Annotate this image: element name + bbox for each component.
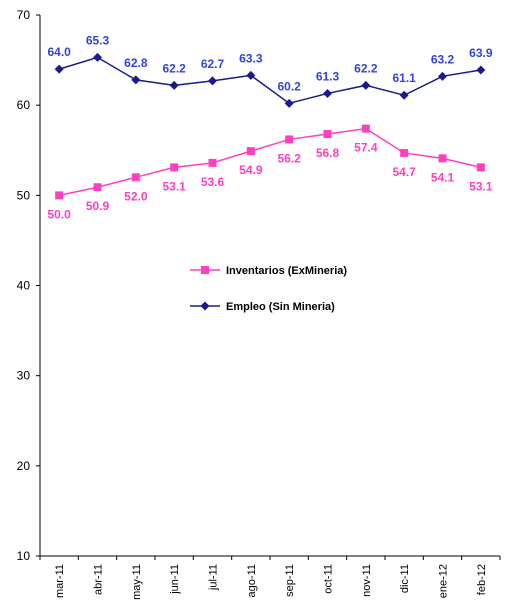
x-tick-label: dic-11 — [399, 564, 411, 593]
data-point — [208, 158, 217, 167]
data-point — [399, 90, 409, 100]
data-label: 65.3 — [86, 33, 110, 47]
data-label: 54.7 — [392, 165, 416, 179]
data-point — [476, 65, 486, 75]
data-label: 62.2 — [162, 61, 186, 75]
data-point — [285, 135, 294, 144]
data-point — [54, 64, 64, 74]
data-label: 64.0 — [47, 45, 71, 59]
data-label: 50.0 — [47, 207, 71, 221]
data-label: 62.8 — [124, 56, 148, 70]
data-point — [246, 70, 256, 80]
data-point — [55, 191, 64, 200]
data-labels: 50.0 50.9 52.0 53.1 53.6 54.9 56.2 56.8 57.4 54.7… — [47, 33, 492, 221]
data-label: 63.2 — [431, 52, 455, 66]
data-point — [323, 130, 332, 139]
data-point — [131, 75, 141, 85]
data-label: 60.2 — [277, 79, 301, 93]
x-tick-label: nov-11 — [361, 564, 373, 597]
x-tick-label: jul-11 — [208, 564, 220, 591]
legend: Inventarios (ExMineria) Empleo (Sin Miner… — [190, 265, 347, 313]
data-label: 63.3 — [239, 51, 263, 65]
series-line-2 — [58, 56, 481, 105]
x-tick-label: ene-12 — [438, 564, 450, 598]
data-label: 57.4 — [354, 141, 378, 155]
data-label: 56.8 — [316, 146, 340, 160]
data-point — [169, 80, 179, 90]
data-point — [170, 163, 179, 172]
data-label: 62.2 — [354, 61, 378, 75]
data-point — [93, 52, 102, 62]
data-label: 61.3 — [316, 69, 340, 83]
data-point — [438, 71, 447, 81]
data-label: 56.2 — [277, 151, 301, 165]
data-label: 61.1 — [392, 71, 416, 85]
data-point — [361, 80, 371, 90]
y-tick-label: 70 — [17, 8, 31, 22]
data-point — [476, 163, 485, 172]
x-tick-label: oct-11 — [323, 564, 335, 594]
y-tick-label: 10 — [17, 549, 31, 563]
series-lines — [54, 52, 486, 200]
legend-marker — [200, 301, 210, 311]
data-point — [246, 147, 255, 156]
data-point — [361, 124, 370, 133]
data-point — [323, 88, 332, 98]
legend-label: Inventarios (ExMineria) — [226, 265, 347, 277]
legend-marker — [201, 266, 209, 274]
data-label: 53.6 — [201, 175, 225, 189]
data-label: 63.9 — [469, 46, 493, 60]
y-tick-label: 20 — [17, 459, 31, 473]
y-tick-label: 30 — [17, 369, 31, 383]
data-label: 54.1 — [431, 170, 455, 184]
x-tick-label: mar-11 — [54, 564, 66, 598]
axes: 10 20 30 40 50 60 70 mar-11 abr-11 may-11 jun-11 ju… — [17, 8, 501, 600]
series-line-1 — [59, 127, 482, 197]
y-tick-label: 50 — [17, 188, 31, 202]
y-tick-label: 60 — [17, 98, 31, 112]
data-label: 54.9 — [239, 163, 263, 177]
data-label: 62.7 — [201, 57, 225, 71]
data-point — [131, 173, 140, 182]
x-tick-label: jun-11 — [169, 564, 181, 595]
data-label: 53.1 — [162, 179, 186, 193]
data-point — [93, 183, 102, 192]
data-point — [400, 148, 409, 157]
y-tick-label: 40 — [17, 279, 31, 293]
data-label: 53.1 — [469, 179, 493, 193]
data-point — [438, 154, 447, 163]
data-label: 50.9 — [86, 199, 110, 213]
data-label: 52.0 — [124, 189, 148, 203]
x-tick-label: may-11 — [131, 564, 143, 600]
x-tick-label: ago-11 — [246, 564, 258, 597]
data-point — [284, 98, 294, 108]
x-tick-label: sep-11 — [284, 564, 296, 597]
x-tick-label: abr-11 — [93, 564, 105, 595]
legend-label: Empleo (Sin Mineria) — [226, 301, 335, 313]
data-point — [208, 76, 217, 86]
x-tick-label: feb-12 — [476, 564, 488, 595]
